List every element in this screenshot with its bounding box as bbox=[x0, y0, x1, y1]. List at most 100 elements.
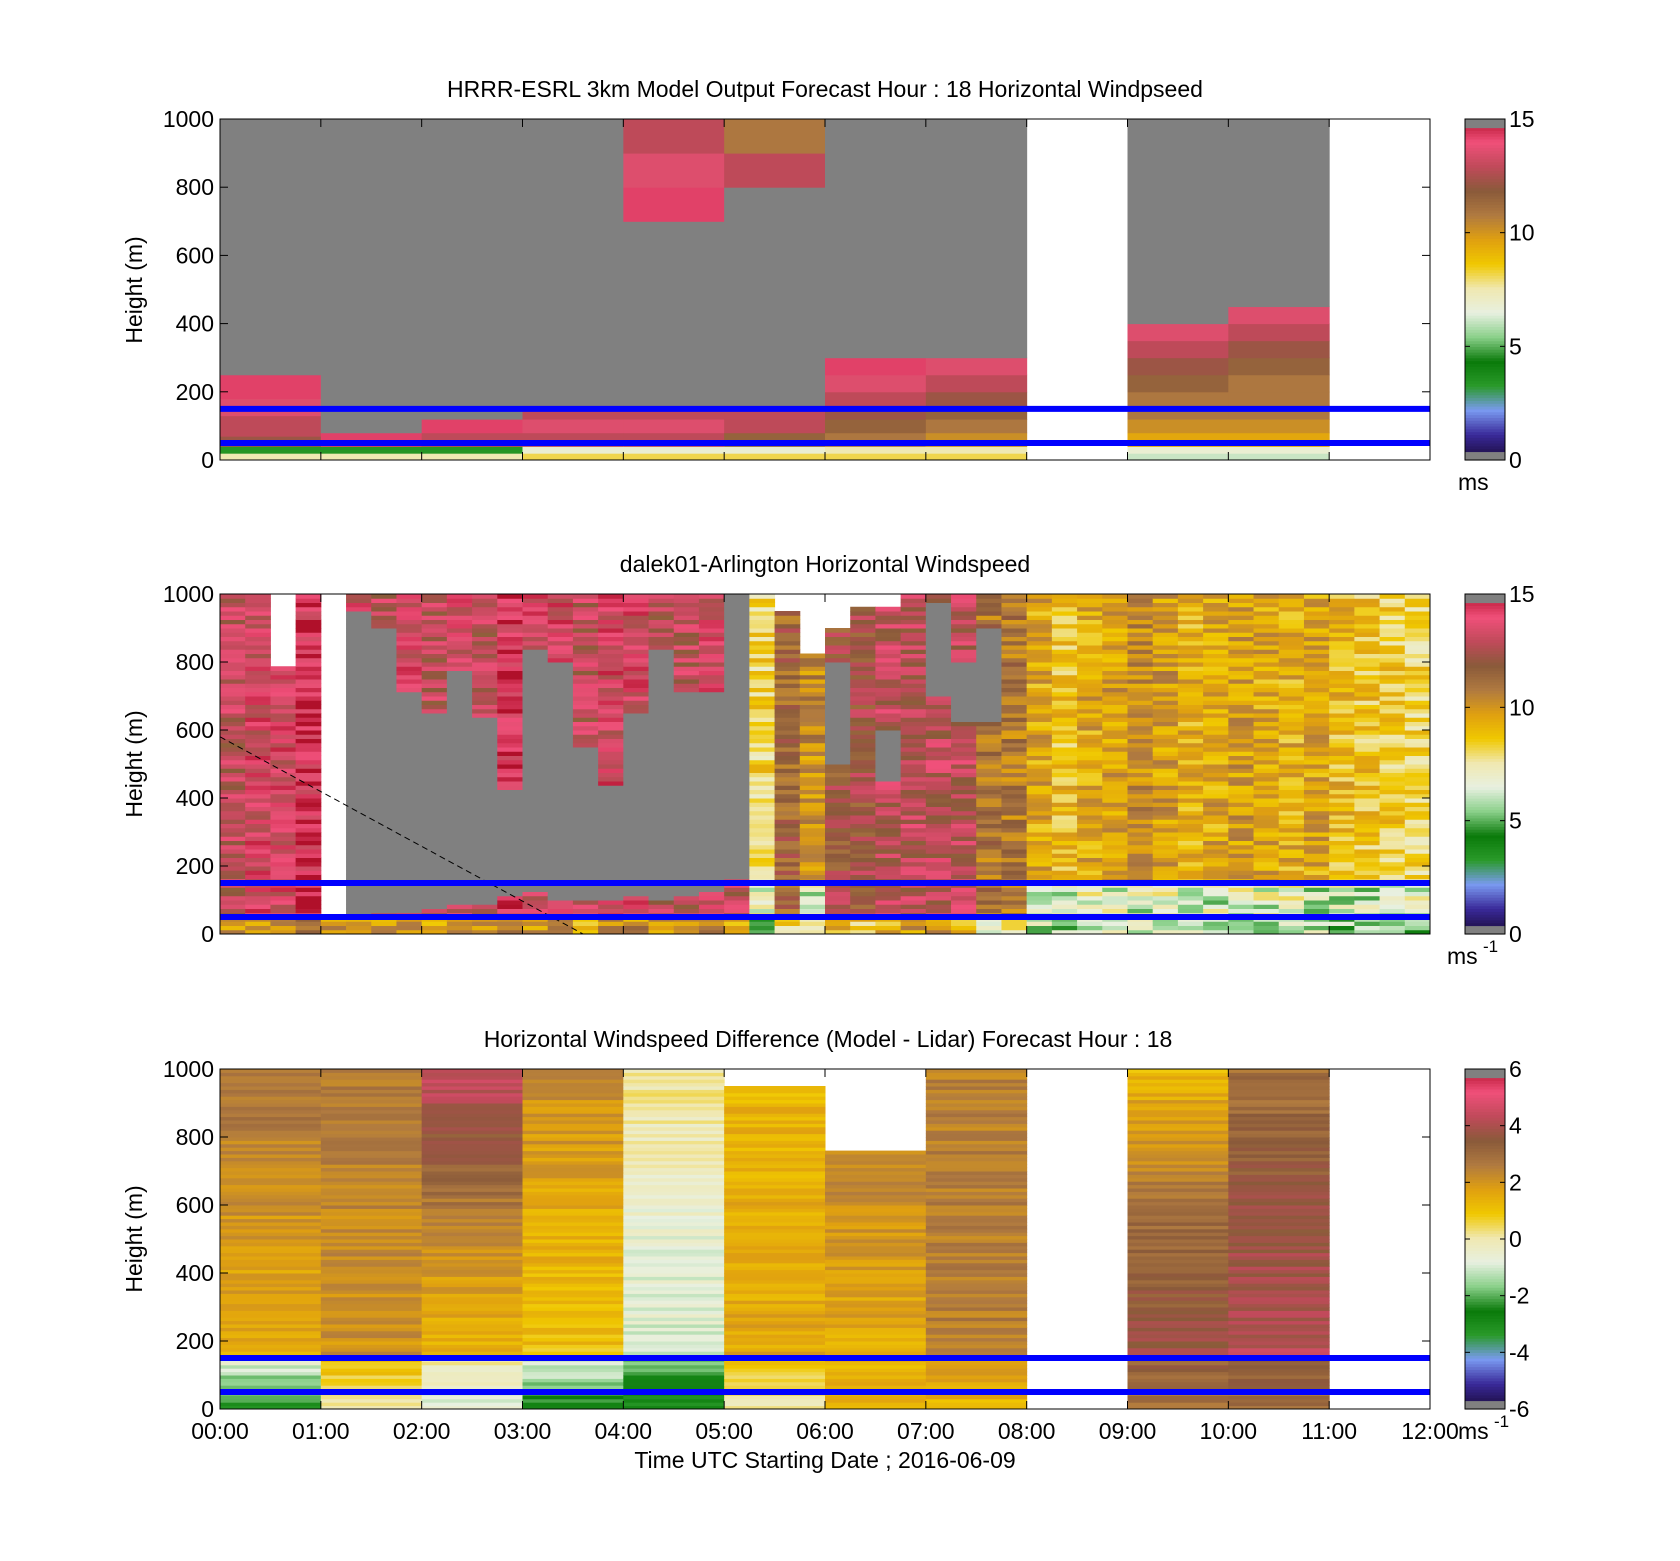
lidar-cell bbox=[774, 772, 801, 778]
lidar-cell bbox=[547, 717, 574, 722]
lidar-cell bbox=[648, 674, 675, 680]
lidar-cell bbox=[925, 696, 952, 701]
lidar-cell bbox=[1177, 785, 1204, 790]
lidar-cell bbox=[774, 738, 801, 744]
lidar-cell bbox=[1077, 759, 1103, 765]
lidar-cell bbox=[850, 806, 876, 812]
lidar-cell bbox=[749, 704, 776, 710]
lidar-cell bbox=[900, 891, 927, 897]
lidar-cell bbox=[1152, 815, 1179, 820]
lidar-cell bbox=[698, 853, 725, 858]
colorbar-tick-label: 0 bbox=[1509, 921, 1522, 947]
difference-cell bbox=[220, 1351, 322, 1356]
lidar-cell bbox=[497, 853, 523, 858]
lidar-cell bbox=[522, 849, 549, 854]
lidar-cell bbox=[1329, 921, 1355, 926]
difference-cell bbox=[925, 1116, 1028, 1121]
lidar-cell bbox=[1026, 861, 1053, 867]
lidar-cell bbox=[1404, 742, 1430, 748]
lidar-cell bbox=[623, 819, 650, 824]
lidar-cell bbox=[951, 649, 977, 654]
difference-cell bbox=[825, 1242, 927, 1247]
lidar-cell bbox=[446, 632, 473, 637]
colorbar-segment bbox=[1465, 741, 1505, 745]
lidar-cell bbox=[673, 594, 700, 599]
colorbar-segment bbox=[1465, 249, 1505, 254]
model-cell bbox=[925, 419, 1028, 434]
difference-cell bbox=[623, 1120, 725, 1124]
difference-cell bbox=[925, 1154, 1028, 1158]
colorbar-segment bbox=[1465, 625, 1505, 629]
lidar-cell bbox=[572, 611, 599, 616]
lidar-cell bbox=[371, 598, 397, 603]
lidar-cell bbox=[472, 747, 498, 752]
lidar-cell bbox=[850, 832, 876, 837]
lidar-cell bbox=[825, 904, 851, 909]
difference-cell bbox=[623, 1290, 725, 1294]
lidar-cell bbox=[497, 640, 523, 646]
difference-cell bbox=[925, 1191, 1028, 1196]
lidar-cell bbox=[951, 895, 977, 901]
difference-cell bbox=[925, 1317, 1028, 1322]
lidar-cell bbox=[749, 857, 776, 863]
lidar-cell bbox=[1228, 674, 1255, 680]
difference-cell bbox=[825, 1208, 927, 1213]
lidar-cell bbox=[1278, 666, 1305, 671]
lidar-cell bbox=[825, 662, 851, 667]
difference-cell bbox=[320, 1256, 423, 1260]
lidar-cell bbox=[421, 900, 448, 905]
lidar-cell bbox=[547, 751, 574, 756]
lidar-cell bbox=[497, 653, 523, 659]
lidar-cell bbox=[976, 734, 1002, 739]
lidar-cell bbox=[951, 768, 977, 773]
lidar-cell bbox=[497, 806, 523, 812]
lidar-cell bbox=[925, 734, 952, 739]
lidar-cell bbox=[724, 891, 750, 897]
lidar-cell bbox=[1152, 785, 1179, 790]
lidar-cell bbox=[951, 721, 977, 727]
lidar-cell bbox=[875, 810, 902, 816]
lidar-cell bbox=[1228, 662, 1255, 667]
difference-cell bbox=[522, 1079, 624, 1084]
colorbar-segment bbox=[1465, 738, 1505, 742]
lidar-cell bbox=[1051, 606, 1078, 612]
lidar-cell bbox=[1354, 708, 1381, 714]
lidar-cell bbox=[623, 700, 650, 705]
lidar-cell bbox=[1404, 759, 1430, 765]
lidar-cell bbox=[245, 645, 271, 650]
lidar-cell bbox=[1001, 755, 1028, 761]
lidar-cell bbox=[598, 670, 624, 676]
lidar-cell bbox=[421, 649, 448, 654]
difference-cell bbox=[522, 1150, 624, 1155]
lidar-cell bbox=[1001, 662, 1028, 667]
lidar-cell bbox=[850, 674, 876, 680]
lidar-cell bbox=[925, 776, 952, 782]
lidar-cell bbox=[295, 640, 322, 646]
lidar-cell bbox=[1404, 798, 1430, 803]
lidar-cell bbox=[1404, 713, 1430, 718]
lidar-cell bbox=[724, 730, 750, 735]
lidar-cell bbox=[1051, 742, 1078, 748]
model-cell bbox=[825, 391, 927, 406]
model-cell bbox=[1228, 446, 1330, 454]
lidar-cell bbox=[522, 619, 549, 625]
model-cell bbox=[1228, 391, 1330, 406]
lidar-cell bbox=[1303, 594, 1330, 599]
difference-cell bbox=[724, 1232, 826, 1237]
lidar-cell bbox=[825, 717, 851, 722]
lidar-cell bbox=[446, 679, 473, 684]
lidar-cell bbox=[724, 866, 750, 871]
lidar-cell bbox=[1278, 657, 1305, 663]
colorbar-segment bbox=[1465, 354, 1505, 359]
lidar-cell bbox=[1077, 645, 1103, 650]
lidar-cell bbox=[396, 827, 423, 833]
lidar-cell bbox=[1329, 598, 1355, 603]
lidar-cell bbox=[522, 823, 549, 829]
lidar-cell bbox=[1303, 832, 1330, 837]
lidar-cell bbox=[446, 785, 473, 790]
difference-cell bbox=[623, 1140, 725, 1145]
lidar-cell bbox=[421, 866, 448, 871]
difference-cell bbox=[925, 1113, 1028, 1118]
